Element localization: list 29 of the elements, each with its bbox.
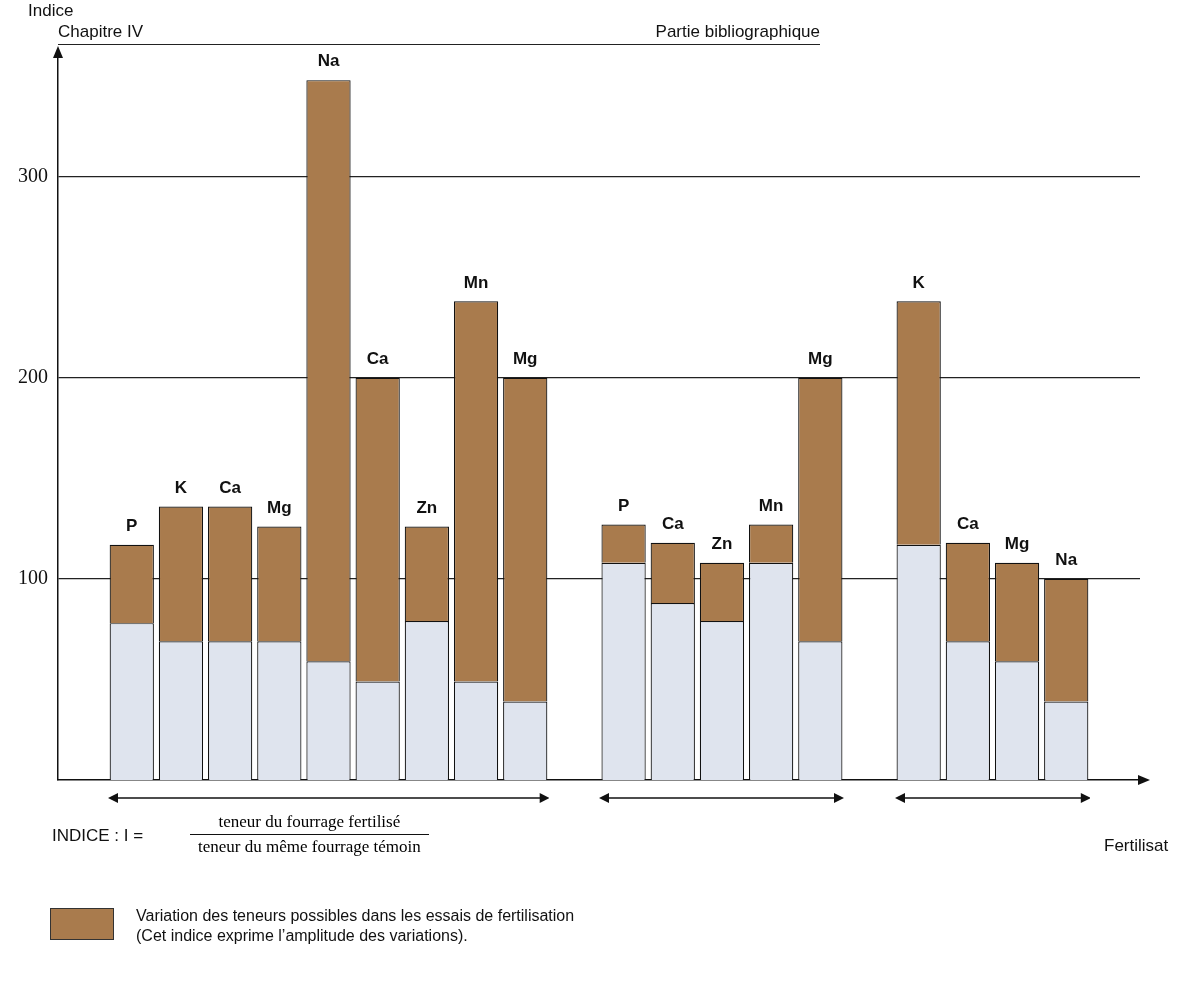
legend-label: Variation des teneurs possibles dans les essais de fertilisation (Cet indice exprime l’amplitude des variations).	[136, 906, 575, 946]
x-tick-label: Mg	[512, 348, 538, 368]
x-tick-label: Na	[317, 51, 340, 71]
x-tick-label: K	[174, 477, 188, 497]
x-tick-label: Mn	[758, 495, 784, 515]
x-tick-label: Mg	[1004, 533, 1030, 553]
x-axis-title: Fertilisat	[1104, 836, 1169, 856]
text: Chapitre IV	[58, 22, 144, 42]
x-tick-label: K	[912, 272, 926, 292]
text: teneur du fourrage fertilisé	[190, 812, 429, 835]
y-axis-title: Indice	[28, 1, 74, 21]
x-tick-label: Ca	[366, 348, 390, 368]
y-tick-label: 300	[18, 163, 48, 186]
x-tick-label: Zn	[416, 497, 438, 517]
x-tick-label: Ca	[957, 513, 980, 533]
text: INDICE : I =	[52, 826, 144, 846]
x-tick-label: Mn	[463, 272, 489, 292]
x-tick-label: Ca	[661, 513, 685, 533]
x-tick-label: Mg	[267, 497, 292, 517]
x-tick-label: Ca	[219, 477, 242, 497]
x-tick-label: P	[126, 515, 138, 535]
text: Partie bibliographique	[654, 22, 820, 42]
text: teneur du même fourrage témoin	[197, 836, 422, 857]
x-tick-label: Zn	[711, 533, 733, 553]
y-tick-label: 100	[18, 566, 48, 589]
x-tick-label: Na	[1055, 550, 1078, 570]
x-tick-label: P	[617, 495, 630, 515]
y-tick-label: 200	[18, 365, 48, 388]
x-tick-label: Mg	[808, 348, 833, 368]
